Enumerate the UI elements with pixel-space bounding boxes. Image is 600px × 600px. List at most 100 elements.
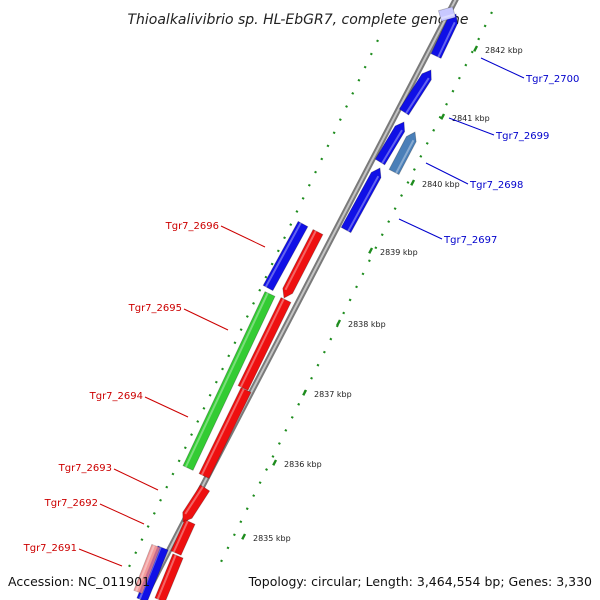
kbp-tick <box>272 459 278 466</box>
gene-tgr7-2700b-shade <box>405 77 430 114</box>
kbp-tick <box>410 179 416 186</box>
tick-dot <box>412 168 416 171</box>
label-tgr7-2694-leader <box>144 396 189 418</box>
tick-dot <box>329 337 333 341</box>
label-tgr7-2700: Tgr7_2700 <box>525 74 579 85</box>
tick-dot <box>202 406 206 410</box>
tick-dot <box>451 89 455 93</box>
gene-tgr7-2697 <box>340 167 382 234</box>
tick-dot <box>258 288 262 292</box>
tick-dot <box>271 455 275 458</box>
gene-tgr7-2691-shade <box>133 543 161 595</box>
tick-dot <box>342 311 346 315</box>
kbp-label: 2837 kbp <box>314 390 352 399</box>
tick-dot <box>159 498 162 502</box>
tick-dot <box>301 196 305 200</box>
tick-dot <box>265 468 268 471</box>
gene-tgr7-2698 <box>388 131 417 176</box>
kbp-label: 2841 kbp <box>452 114 490 123</box>
tick-dot <box>239 328 243 332</box>
kbp-tick <box>368 247 374 254</box>
tick-dot <box>233 341 237 345</box>
gene-tgr7-2694-shade <box>200 388 245 476</box>
gene-tgr7-2695 <box>182 291 276 471</box>
kbp-label: 2839 kbp <box>380 248 418 257</box>
tick-dot <box>322 350 326 354</box>
gene-tgr7-2691-red-shade <box>156 554 177 600</box>
tick-dot <box>470 50 474 54</box>
tick-dot <box>361 272 365 276</box>
tick-dot <box>295 210 299 213</box>
label-tgr7-2697: Tgr7_2697 <box>443 235 497 246</box>
gene-tgr7-2694 <box>198 387 252 479</box>
tick-dot <box>367 259 371 263</box>
tick-dot <box>326 144 330 148</box>
tick-dot <box>307 183 311 187</box>
label-tgr7-2693: Tgr7_2693 <box>58 463 112 474</box>
tick-dot <box>283 236 286 240</box>
kbp-label: 2842 kbp <box>485 46 523 55</box>
label-tgr7-2692: Tgr7_2692 <box>44 498 98 509</box>
gene-tgr7-2700-shade <box>437 21 456 58</box>
tick-dot <box>177 459 181 463</box>
tick-dot <box>128 564 131 568</box>
tick-dot <box>490 11 493 15</box>
tick-dot <box>351 91 355 95</box>
tick-dot <box>152 511 156 515</box>
tick-dot <box>252 301 255 305</box>
tick-dot <box>338 118 342 122</box>
kbp-tick <box>302 389 308 396</box>
gene-tgr7-2696 <box>262 220 309 292</box>
gene-tgr7-2692-shade <box>172 520 189 553</box>
gene-labels: Tgr7_2700 Tgr7_2699 Tgr7_2698 Tgr7_2697 Tgr7… <box>23 57 579 567</box>
tick-dot <box>183 446 187 450</box>
accession-text: Accession: NC_011901 <box>8 574 150 589</box>
label-tgr7-2694: Tgr7_2694 <box>89 391 143 402</box>
tick-dot <box>369 52 373 56</box>
tick-dot <box>376 39 379 43</box>
gene-tgr7-2695-red <box>237 297 292 391</box>
tick-dot <box>438 115 442 119</box>
gene-tgr7-2696-red <box>282 228 324 299</box>
kbp-tick <box>440 113 446 120</box>
tick-dot <box>171 472 175 476</box>
tick-dot <box>387 220 391 224</box>
tick-dot <box>297 402 301 406</box>
tick-dot <box>196 420 200 423</box>
tick-dot <box>146 525 150 528</box>
tick-dot <box>380 233 384 237</box>
tick-dot <box>220 559 223 563</box>
label-tgr7-2696-leader <box>220 225 266 248</box>
tick-dot <box>239 520 243 524</box>
topology-text: Topology: circular; Length: 3,464,554 bp… <box>248 574 592 589</box>
tick-dot <box>332 131 336 135</box>
tick-dot <box>258 481 262 484</box>
tick-dot <box>348 298 352 302</box>
label-tgr7-2696: Tgr7_2696 <box>165 221 219 232</box>
tick-dot <box>445 102 448 106</box>
gene-tgr7-2696-red-shade <box>284 230 317 291</box>
tick-dot <box>252 494 256 498</box>
tick-dot <box>221 367 224 371</box>
inner-tick-row <box>220 11 493 563</box>
tick-dot <box>245 315 249 318</box>
tick-dot <box>165 485 169 489</box>
gene-tgr7-2693-arrow <box>182 484 211 523</box>
tick-dot <box>314 170 317 174</box>
label-tgr7-2691-leader <box>78 548 123 567</box>
gene-tgr7-2691-red <box>154 553 184 600</box>
tick-dot <box>214 380 218 384</box>
tick-dot <box>310 376 313 380</box>
tick-dot <box>425 141 429 145</box>
gene-tgr7-2691-shade-shade <box>135 544 156 592</box>
tick-dot <box>419 155 423 158</box>
kbp-label: 2836 kbp <box>284 460 322 469</box>
label-tgr7-2697-leader <box>398 218 443 240</box>
kbp-tick <box>473 45 479 52</box>
tick-dot <box>357 78 361 82</box>
tick-dot <box>227 354 231 358</box>
gene-tgr7-2695-shade <box>184 292 269 468</box>
tick-dot <box>190 433 193 437</box>
tick-dot <box>226 546 230 550</box>
tick-dot <box>464 63 468 67</box>
